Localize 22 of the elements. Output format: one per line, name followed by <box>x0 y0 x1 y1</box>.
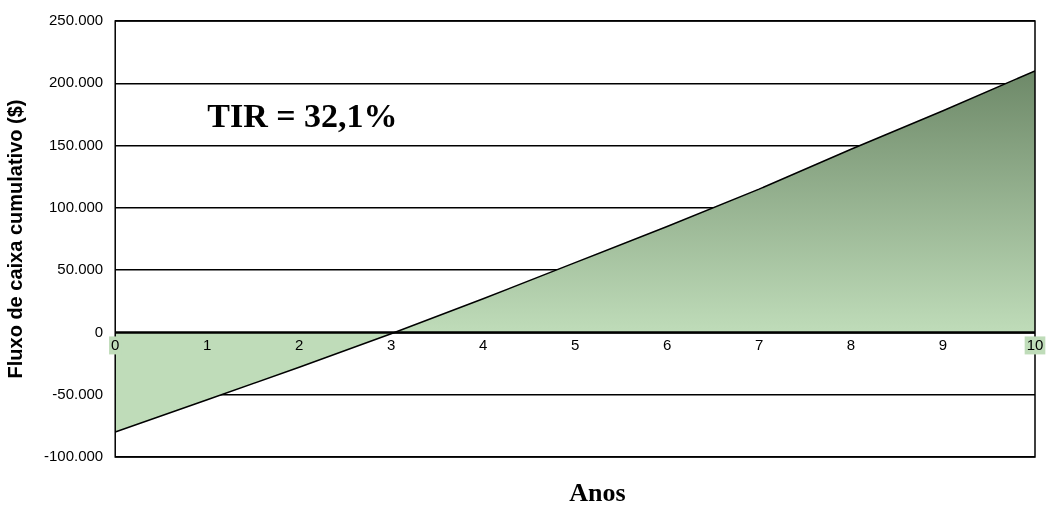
y-tick-label: -50.000 <box>52 384 104 402</box>
y-tick-label: 50.000 <box>57 260 104 278</box>
x-tick-label: 6 <box>662 336 672 354</box>
x-tick-label: 5 <box>570 336 580 354</box>
x-tick-label: 4 <box>478 336 488 354</box>
x-tick-label: 2 <box>295 336 304 354</box>
y-tick-label: 250.000 <box>48 11 104 29</box>
y-tick-label: 200.000 <box>48 73 104 91</box>
y-axis-title: Fluxo de caixa cumulativo ($) <box>3 99 26 379</box>
y-tick-label: 0 <box>94 322 104 340</box>
x-tick-label: 10 <box>1026 336 1044 354</box>
y-tick-label: 100.000 <box>48 198 104 215</box>
x-tick-label: 9 <box>938 336 948 354</box>
annotation: TIR = 32,1% <box>207 96 398 134</box>
x-tick-label: 1 <box>203 336 212 354</box>
x-tick-label: 3 <box>386 336 396 354</box>
x-tick-label: 8 <box>846 336 856 354</box>
y-tick-label: 150.000 <box>48 135 104 153</box>
x-tick-label: 0 <box>111 336 120 354</box>
x-axis-title: Anos <box>568 478 627 508</box>
x-tick-label: 7 <box>754 336 764 354</box>
y-tick-label: -100.000 <box>44 447 104 465</box>
